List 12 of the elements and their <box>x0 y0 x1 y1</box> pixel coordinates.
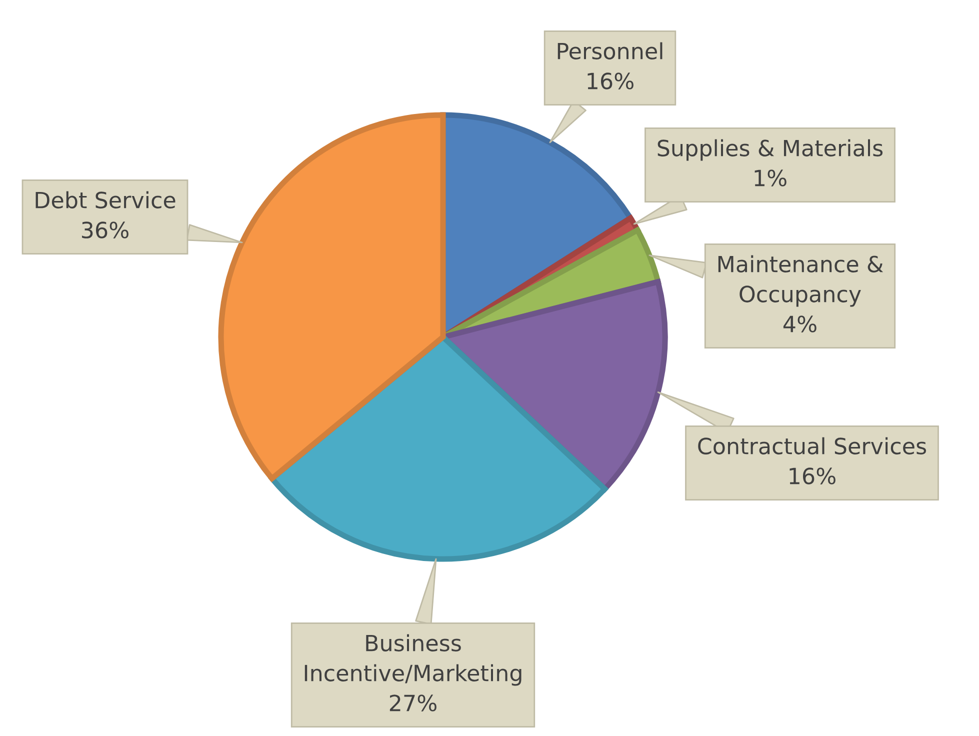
data-label: 4% <box>783 316 816 332</box>
slice-label: Maintenance & Occupancy <box>718 255 884 307</box>
data-label: 16% <box>588 72 634 90</box>
slice-label: Debt Service <box>36 191 176 208</box>
slice-label: Supplies & Materials <box>658 139 883 161</box>
slice-label: Contractual Services <box>698 437 926 454</box>
data-label: 36% <box>82 222 128 238</box>
data-label: 27% <box>390 694 436 712</box>
data-label: 16% <box>790 468 836 484</box>
data-label: 1% <box>754 170 786 186</box>
slice-label: Business Incentive/Marketing <box>304 634 522 686</box>
slice-label: Personnel <box>558 42 662 60</box>
